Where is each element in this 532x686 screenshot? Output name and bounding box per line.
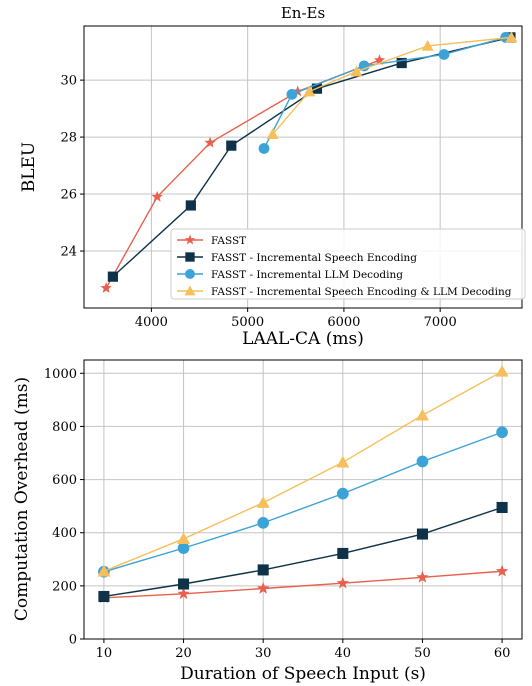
x-tick-label: 4000 (135, 315, 168, 330)
data-point (107, 271, 118, 282)
plot-frame (83, 359, 523, 640)
y-tick-label: 600 (52, 473, 77, 488)
data-point (416, 455, 429, 468)
data-point (336, 487, 349, 500)
legend-label: FASST - Incremental Speech Encoding (211, 252, 417, 264)
data-point (416, 528, 428, 540)
legend-label: FASST (211, 235, 246, 247)
data-point (495, 564, 509, 577)
series-fasst-incremental-speech-encoding-llm-decoding (266, 31, 518, 140)
legend-label: FASST - Incremental Speech Encoding & LL… (211, 286, 512, 298)
data-point (256, 496, 270, 508)
data-point (177, 587, 190, 600)
data-point (185, 200, 196, 211)
data-point (226, 140, 237, 151)
data-point (505, 31, 518, 43)
legend-box (170, 228, 526, 300)
data-point (438, 49, 450, 60)
x-tick-label: 50 (414, 646, 431, 661)
bleu-latency-chart: En-Es 4000 5000 6000 7000 24 26 28 30 LAAL-CA (… (19, 4, 526, 349)
y-tick-label: 30 (60, 74, 77, 89)
series-fasst-incremental-speech-encoding-llm-decoding (97, 364, 509, 577)
legend-label: FASST - Incremental LLM Decoding (211, 269, 403, 281)
series-line (103, 570, 503, 599)
series-fasst (97, 564, 509, 604)
data-point (178, 578, 190, 590)
series-line (112, 36, 511, 278)
series-line (103, 370, 503, 572)
data-point (350, 65, 363, 77)
series-fasst-incremental-llm-decoding (98, 426, 508, 578)
y-axis-label: Computation Overhead (ms) (12, 377, 32, 621)
data-point (396, 57, 407, 69)
x-tick-label: 60 (494, 646, 511, 661)
data-point (292, 85, 304, 97)
data-point (258, 143, 270, 154)
data-point (266, 128, 279, 140)
data-point (336, 455, 350, 468)
data-point (337, 547, 349, 559)
data-point (100, 282, 112, 293)
x-axis-label: Duration of Speech Input (s) (180, 664, 426, 684)
data-point (421, 39, 434, 51)
data-point (373, 54, 386, 66)
y-tick-label: 0 (69, 633, 77, 648)
legend-entry: FASST (177, 234, 246, 247)
data-point (257, 517, 270, 529)
legend-marker (184, 234, 196, 245)
x-tick-label: 40 (335, 646, 352, 661)
legend: FASST FASST - Incremental Speech Encoding… (170, 228, 526, 300)
plot-frame (83, 25, 523, 309)
x-tick-label: 5000 (231, 315, 264, 330)
series-fasst-incremental-speech-encoding (98, 501, 508, 603)
legend-entry: FASST - Incremental Speech Encoding & LL… (177, 285, 512, 298)
legend-entry: FASST - Incremental Speech Encoding (177, 252, 417, 264)
y-tick-label: 26 (60, 188, 77, 203)
x-tick-label: 20 (175, 646, 192, 661)
data-point (177, 532, 191, 545)
x-tick-label: 10 (96, 646, 113, 661)
series-line (103, 431, 503, 573)
y-tick-label: 28 (60, 131, 77, 146)
y-axis-label: BLEU (19, 142, 39, 193)
data-point (257, 564, 269, 576)
series-line (103, 506, 503, 598)
data-point (204, 136, 216, 148)
y-tick-label: 1000 (44, 367, 77, 382)
data-point (97, 564, 111, 577)
x-tick-label: 6000 (327, 315, 360, 330)
data-point (336, 576, 349, 589)
x-tick-label: 30 (255, 646, 272, 661)
legend-entry: FASST - Incremental LLM Decoding (177, 269, 403, 281)
y-tick-label: 800 (52, 420, 77, 435)
data-point (415, 408, 429, 421)
data-point (151, 190, 163, 202)
legend-marker (185, 269, 195, 279)
legend-marker (185, 252, 195, 262)
legend-marker (184, 285, 196, 296)
y-tick-label: 400 (52, 526, 77, 541)
series-line (272, 36, 512, 135)
data-point (495, 364, 509, 377)
data-point (496, 501, 508, 513)
series-fasst-incremental-llm-decoding (258, 31, 512, 154)
x-axis-label: LAAL-CA (ms) (242, 329, 364, 349)
data-point (257, 582, 270, 594)
y-tick-label: 200 (52, 579, 77, 594)
data-point (416, 570, 429, 583)
y-tick-label: 24 (60, 245, 77, 260)
x-tick-label: 7000 (424, 315, 457, 330)
data-point (496, 426, 508, 439)
data-point (303, 85, 316, 97)
data-point (177, 542, 190, 554)
chart-title: En-Es (281, 4, 325, 22)
data-point (286, 88, 298, 100)
data-point (98, 590, 110, 603)
